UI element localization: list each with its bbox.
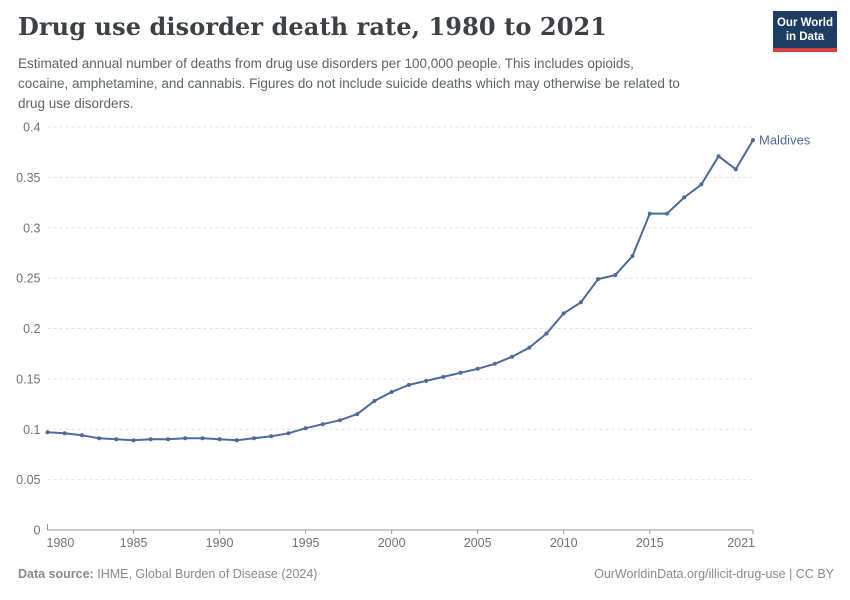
data-point[interactable] xyxy=(79,433,84,438)
data-point[interactable] xyxy=(613,273,618,278)
x-axis-tick-label: 2015 xyxy=(636,536,664,550)
data-point[interactable] xyxy=(630,254,635,258)
data-source-note: Data source: IHME, Global Burden of Dise… xyxy=(18,567,317,581)
x-axis-tick-label: 1985 xyxy=(120,536,148,550)
data-point[interactable] xyxy=(200,436,205,441)
data-point[interactable] xyxy=(578,300,583,305)
data-point[interactable] xyxy=(492,361,497,366)
data-point[interactable] xyxy=(389,390,394,394)
x-axis-tick-label: 2005 xyxy=(464,536,492,550)
chart-footer: Data source: IHME, Global Burden of Dise… xyxy=(18,567,834,581)
data-point[interactable] xyxy=(97,436,102,441)
data-point[interactable] xyxy=(733,167,738,172)
y-axis-tick-label: 0.05 xyxy=(16,473,40,487)
data-point[interactable] xyxy=(647,211,652,216)
data-point[interactable] xyxy=(320,422,325,427)
data-point[interactable] xyxy=(441,374,446,379)
x-axis-tick-label: 1995 xyxy=(292,536,320,550)
y-axis-tick-label: 0 xyxy=(34,524,41,538)
data-point[interactable] xyxy=(458,370,463,375)
data-point[interactable] xyxy=(527,345,532,350)
chart-title: Drug use disorder death rate, 1980 to 20… xyxy=(18,12,608,41)
data-point[interactable] xyxy=(355,412,360,417)
y-axis-tick-label: 0.4 xyxy=(23,121,40,135)
owid-logo-line1: Our World xyxy=(776,17,833,29)
x-axis-tick-label: 2010 xyxy=(550,536,578,550)
data-point[interactable] xyxy=(475,366,480,371)
series-label-maldives[interactable]: Maldives xyxy=(759,133,811,148)
data-point[interactable] xyxy=(338,418,342,423)
owid-logo-line2: in Data xyxy=(785,31,825,43)
data-point[interactable] xyxy=(234,438,239,443)
data-point[interactable] xyxy=(286,431,291,436)
data-point[interactable] xyxy=(561,311,566,316)
y-axis-tick-label: 0.25 xyxy=(16,272,40,286)
x-axis-tick-label: 1980 xyxy=(47,536,75,550)
x-axis-tick-label: 2000 xyxy=(378,536,406,550)
data-point[interactable] xyxy=(596,277,601,282)
series-line xyxy=(46,139,754,442)
data-point[interactable] xyxy=(148,437,153,442)
data-point[interactable] xyxy=(45,430,50,435)
data-point[interactable] xyxy=(510,354,515,359)
data-point[interactable] xyxy=(62,431,67,436)
data-point[interactable] xyxy=(269,434,274,439)
data-point[interactable] xyxy=(303,426,308,431)
data-point[interactable] xyxy=(183,436,188,441)
data-point[interactable] xyxy=(114,437,119,442)
y-axis-tick-label: 0.2 xyxy=(23,322,40,336)
data-point[interactable] xyxy=(131,438,136,443)
y-axis-tick-label: 0.1 xyxy=(23,423,40,437)
data-point[interactable] xyxy=(682,195,687,200)
owid-logo[interactable]: Our World in Data xyxy=(773,11,837,52)
data-source-label: Data source: xyxy=(18,567,94,581)
y-axis-tick-label: 0.35 xyxy=(16,171,40,185)
data-point[interactable] xyxy=(166,437,170,442)
data-point[interactable] xyxy=(424,378,429,383)
data-point[interactable] xyxy=(699,182,704,187)
y-axis-tick-label: 0.3 xyxy=(23,221,40,235)
data-point[interactable] xyxy=(716,154,721,159)
data-point[interactable] xyxy=(665,211,669,216)
y-axis-tick-label: 0.15 xyxy=(16,372,40,386)
chart-subtitle: Estimated annual number of deaths from d… xyxy=(18,56,680,111)
data-point[interactable] xyxy=(217,437,222,442)
x-axis-tick-label: 1990 xyxy=(206,536,234,550)
data-point[interactable] xyxy=(372,399,377,403)
data-point[interactable] xyxy=(544,331,549,336)
data-point[interactable] xyxy=(252,436,256,441)
data-point[interactable] xyxy=(751,138,755,143)
line-chart-canvas[interactable]: 0 0.05 0.1 0.15 0.2 0.25 0.3 0.35 0.4 1980 1985 199… xyxy=(0,115,850,560)
owid-url-license-link[interactable]: OurWorldinData.org/illicit-drug-use | CC… xyxy=(594,567,834,581)
data-point[interactable] xyxy=(406,382,411,387)
data-source-text: IHME, Global Burden of Disease (2024) xyxy=(97,567,318,581)
x-axis-tick-label: 2021 xyxy=(727,536,755,550)
